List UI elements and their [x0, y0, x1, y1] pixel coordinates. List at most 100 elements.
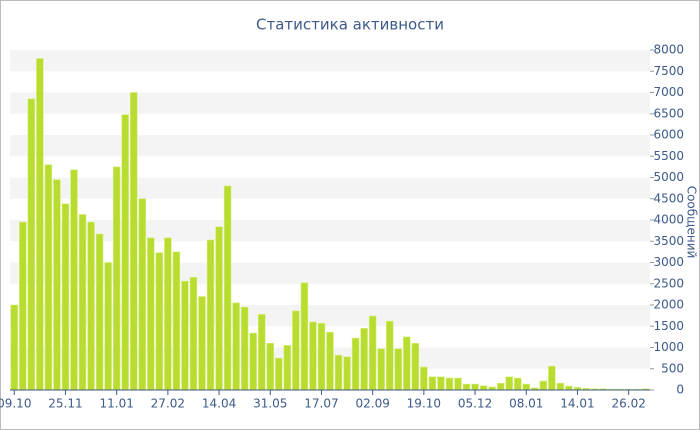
bar — [275, 357, 283, 391]
chart-title: Статистика активности — [256, 16, 444, 34]
bar — [377, 348, 385, 391]
x-tick-label: 31.05 — [253, 397, 287, 411]
y-tick-label: 5500 — [653, 149, 684, 163]
bar — [445, 377, 454, 391]
grid-band — [10, 50, 650, 72]
x-tick-label: 27.02 — [151, 397, 185, 411]
bar — [317, 322, 326, 391]
bar — [112, 166, 121, 391]
bar — [172, 251, 181, 391]
bar — [130, 92, 138, 391]
bar — [10, 304, 18, 391]
bar — [556, 382, 565, 391]
y-tick-label: 2500 — [653, 276, 684, 290]
bar — [420, 366, 428, 391]
bar — [334, 354, 343, 391]
x-tick-label: 25.11 — [48, 397, 82, 411]
bar — [351, 337, 360, 391]
bar — [19, 221, 27, 391]
bar — [181, 280, 189, 391]
y-tick-label: 4000 — [653, 213, 684, 227]
bar — [223, 185, 232, 391]
bar — [249, 332, 257, 391]
x-tick-label: 14.04 — [202, 397, 236, 411]
y-tick-label: 7500 — [653, 64, 684, 78]
y-tick-label: 1000 — [653, 340, 684, 354]
bar — [189, 277, 198, 391]
bar — [240, 306, 249, 391]
x-tick-label: 19.10 — [407, 397, 441, 411]
bar — [437, 376, 445, 391]
bar — [53, 179, 61, 391]
y-tick-label: 6500 — [653, 106, 684, 120]
bar — [386, 320, 394, 391]
bar — [394, 348, 402, 391]
bar — [232, 302, 240, 391]
x-tick-label: 08.01 — [509, 397, 543, 411]
bar — [505, 376, 513, 391]
bar — [95, 233, 104, 391]
x-tick-label: 11.01 — [99, 397, 133, 411]
bar — [411, 342, 420, 391]
y-tick-label: 7000 — [653, 85, 684, 99]
bar — [121, 114, 129, 391]
y-tick-label: 4500 — [653, 191, 684, 205]
bar — [326, 331, 334, 391]
bar — [164, 237, 172, 391]
x-tick-label: 05.12 — [458, 397, 492, 411]
bar — [479, 385, 488, 391]
bar — [462, 383, 471, 391]
bar — [27, 98, 36, 391]
y-tick-label: 8000 — [653, 43, 684, 57]
bar — [61, 203, 70, 391]
bar — [565, 385, 573, 391]
bar — [155, 252, 164, 391]
y-tick-label: 500 — [661, 361, 684, 375]
bar — [309, 321, 317, 391]
bar — [147, 237, 155, 391]
x-tick-label: 26.02 — [611, 397, 645, 411]
bar — [496, 382, 505, 391]
y-tick-label: 6000 — [653, 128, 684, 142]
bar — [292, 310, 300, 391]
bar — [36, 58, 44, 391]
y-tick-label: 3500 — [653, 234, 684, 248]
bar — [471, 383, 479, 391]
y-tick-label: 0 — [676, 383, 684, 397]
bar — [283, 345, 292, 391]
bar — [215, 226, 223, 391]
bar — [539, 380, 548, 391]
y-axis-label: Сообщений — [685, 186, 699, 259]
x-tick-label: 17.07 — [304, 397, 338, 411]
bar — [104, 262, 112, 391]
bar — [514, 377, 522, 391]
y-tick-label: 3000 — [653, 255, 684, 269]
bar — [258, 314, 266, 391]
y-tick-label: 5000 — [653, 170, 684, 184]
y-tick-label: 2000 — [653, 298, 684, 312]
bar — [403, 336, 411, 391]
grid-band — [10, 177, 650, 199]
bar — [368, 315, 377, 391]
x-tick-label: 02.09 — [355, 397, 389, 411]
bar — [87, 221, 95, 391]
bar — [70, 169, 78, 391]
bar — [198, 296, 206, 391]
grid-band — [10, 135, 650, 157]
bar — [266, 342, 274, 391]
bar — [360, 328, 368, 391]
bar — [206, 239, 215, 391]
bar — [522, 383, 530, 391]
bar — [428, 376, 437, 391]
bar — [343, 356, 351, 391]
bar — [44, 164, 53, 391]
bar — [548, 365, 556, 391]
grid-band — [10, 92, 650, 114]
x-tick-label: 14.01 — [560, 397, 594, 411]
grid-band — [10, 220, 650, 242]
x-tick-label: 09.10 — [0, 397, 31, 411]
y-tick-label: 1500 — [653, 319, 684, 333]
bar — [78, 214, 87, 391]
bar — [300, 282, 309, 391]
